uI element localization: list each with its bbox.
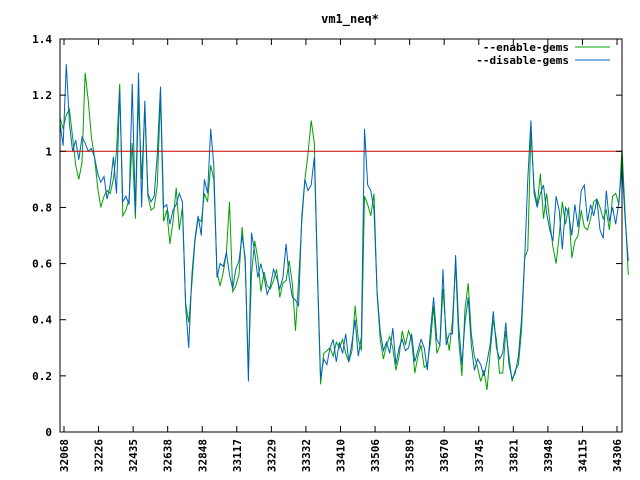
x-tick-label: 32226 <box>93 439 106 472</box>
x-tick-label: 33821 <box>507 439 520 472</box>
x-axis: 32068 32226 32435 32638 32848 33117 33229 33332… <box>58 39 624 472</box>
x-tick-label: 32848 <box>196 439 209 472</box>
y-tick-label: 1.4 <box>32 33 52 46</box>
plot-lines <box>59 64 629 390</box>
x-tick-label: 33332 <box>300 439 313 472</box>
y-tick-label: 0.6 <box>32 258 52 271</box>
x-tick-label: 34306 <box>611 439 624 472</box>
y-axis: 0 0.2 0.4 0.6 0.8 1 1.2 1.4 <box>32 33 622 439</box>
series-line-1 <box>59 64 629 382</box>
x-tick-label: 33117 <box>231 439 244 472</box>
x-tick-label: 32435 <box>127 439 140 472</box>
chart-title: vm1_neq* <box>321 12 379 27</box>
x-tick-label: 34115 <box>576 439 589 472</box>
y-tick-label: 0 <box>45 426 52 439</box>
x-tick-label: 32638 <box>162 439 175 472</box>
x-tick-label: 33410 <box>335 439 348 472</box>
y-tick-label: 0.8 <box>32 201 52 214</box>
y-tick-label: 0.2 <box>32 370 52 383</box>
plot-frame <box>59 38 623 433</box>
legend-label-0: --enable-gems <box>483 41 569 54</box>
x-tick-label: 33506 <box>369 439 382 472</box>
x-tick-label: 32068 <box>58 439 71 472</box>
legend-label-1: --disable-gems <box>476 54 569 67</box>
x-tick-label: 33670 <box>438 439 451 472</box>
y-tick-label: 1.2 <box>32 89 52 102</box>
x-tick-label: 33589 <box>404 439 417 472</box>
y-tick-label: 1 <box>45 145 52 158</box>
x-tick-label: 33745 <box>473 439 486 472</box>
y-tick-label: 0.4 <box>32 314 52 327</box>
legend: --enable-gems--disable-gems <box>476 41 610 67</box>
x-tick-label: 33948 <box>542 439 555 472</box>
x-tick-label: 33229 <box>265 439 278 472</box>
